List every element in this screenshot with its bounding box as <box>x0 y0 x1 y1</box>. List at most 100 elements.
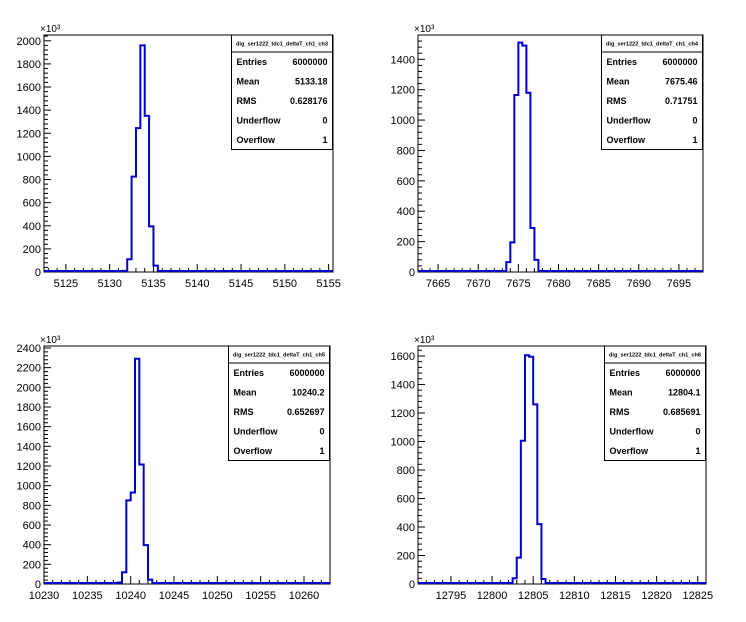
stats-box <box>231 34 333 150</box>
y-tick-label: 1000 <box>391 115 415 127</box>
y-tick-label: 600 <box>397 176 415 188</box>
stats-value: 7675.46 <box>665 77 698 87</box>
stats-value: 0 <box>695 427 700 437</box>
y-tick-label: 2000 <box>17 36 41 48</box>
histogram-title: dig_ser1222_tdc1_deltaT_ch1_ch4 <box>606 42 699 48</box>
stats-label: Overflow <box>237 135 277 145</box>
y-tick-label: 200 <box>397 550 415 562</box>
stats-value: 6000000 <box>662 57 697 67</box>
y-tick-label: 600 <box>23 198 41 210</box>
stats-value: 5133.18 <box>295 77 328 87</box>
y-tick-label: 200 <box>397 237 415 249</box>
x-tick-label: 10235 <box>72 590 103 602</box>
stats-label: RMS <box>610 407 630 417</box>
stats-value: 6000000 <box>289 368 324 378</box>
stats-label: Entries <box>237 57 268 67</box>
x-tick-label: 12815 <box>600 590 631 602</box>
x-tick-label: 12820 <box>641 590 672 602</box>
stats-label: Mean <box>237 77 260 87</box>
stats-value: 0.71751 <box>665 96 698 106</box>
stats-value: 1 <box>322 135 327 145</box>
stats-value: 0 <box>692 116 697 126</box>
stats-label: Underflow <box>234 427 279 437</box>
histogram-panel: 0 200 400 600 800 1000 1200 1400 1600 1800 2000 512… <box>17 24 341 290</box>
y-tick-label: 2400 <box>17 343 41 355</box>
y-tick-label: 1200 <box>17 461 41 473</box>
y-tick-label: 1000 <box>17 481 41 493</box>
histogram-line <box>44 44 333 272</box>
stats-value: 0.652697 <box>287 407 325 417</box>
y-tick-label: 1200 <box>391 408 415 420</box>
stats-value: 10240.2 <box>292 388 325 398</box>
stats-value: 6000000 <box>665 368 700 378</box>
y-tick-label: 1600 <box>17 82 41 94</box>
y-tick-label: 1800 <box>17 402 41 414</box>
x-tick-label: 10240 <box>115 590 146 602</box>
stats-box <box>604 345 706 461</box>
stats-value: 0.628176 <box>290 96 328 106</box>
y-tick-label: 2200 <box>17 363 41 375</box>
y-tick-label: 1400 <box>17 105 41 117</box>
y-tick-label: 0 <box>409 267 415 279</box>
stats-label: Underflow <box>610 427 655 437</box>
stats-label: Mean <box>234 388 257 398</box>
y-tick-label: 1000 <box>17 151 41 163</box>
stats-value: 1 <box>692 135 697 145</box>
x-tick-label: 7670 <box>466 278 490 290</box>
x-tick-label: 7695 <box>667 278 691 290</box>
x-tick-label: 7680 <box>546 278 570 290</box>
x-tick-label: 5140 <box>185 278 209 290</box>
stats-label: RMS <box>237 96 257 106</box>
stats-value: 6000000 <box>292 57 327 67</box>
x-tick-label: 12825 <box>682 590 713 602</box>
stats-label: Overflow <box>607 135 647 145</box>
x-tick-label: 5150 <box>273 278 297 290</box>
stats-label: Overflow <box>234 446 274 456</box>
y-tick-label: 800 <box>23 175 41 187</box>
stats-box <box>601 34 703 150</box>
histogram-line <box>418 354 706 584</box>
histogram-panel: 0 200 400 600 800 1000 1200 1400 7665 7670 7675 768… <box>391 24 704 290</box>
y-exponent-label: ×10³ <box>414 335 435 346</box>
y-exponent-label: ×10³ <box>40 24 61 35</box>
stats-label: Entries <box>610 368 641 378</box>
x-tick-label: 10255 <box>245 590 276 602</box>
stats-value: 1 <box>695 446 700 456</box>
y-tick-label: 1200 <box>391 85 415 97</box>
y-tick-label: 400 <box>23 221 41 233</box>
x-tick-label: 5145 <box>229 278 253 290</box>
y-exponent-label: ×10³ <box>40 335 61 346</box>
histogram-title: dig_ser1222_tdc1_deltaT_ch1_ch5 <box>233 353 325 359</box>
x-tick-label: 10260 <box>289 590 320 602</box>
y-tick-label: 1200 <box>17 128 41 140</box>
stats-label: Overflow <box>610 446 650 456</box>
histogram-title: dig_ser1222_tdc1_deltaT_ch1_ch3 <box>236 42 328 48</box>
x-tick-label: 12800 <box>477 590 508 602</box>
x-tick-label: 7690 <box>627 278 651 290</box>
stats-value: 12804.1 <box>668 388 701 398</box>
y-tick-label: 1000 <box>391 436 415 448</box>
y-tick-label: 200 <box>23 559 41 571</box>
stats-label: Mean <box>607 77 630 87</box>
x-tick-label: 12805 <box>518 590 549 602</box>
x-tick-label: 10250 <box>202 590 233 602</box>
stats-label: Underflow <box>237 116 282 126</box>
histogram-line <box>44 357 330 584</box>
histogram-title: dig_ser1222_tdc1_deltaT_ch1_ch6 <box>609 353 701 359</box>
stats-value: 0 <box>319 427 324 437</box>
y-tick-label: 1400 <box>391 379 415 391</box>
x-tick-label: 5130 <box>97 278 121 290</box>
y-tick-label: 600 <box>397 493 415 505</box>
y-tick-label: 2000 <box>17 382 41 394</box>
stats-label: RMS <box>607 96 627 106</box>
histogram-panel: 0 200 400 600 800 1000 1200 1400 1600 1800 2000 220… <box>17 335 331 602</box>
x-tick-label: 7685 <box>586 278 610 290</box>
stats-label: Underflow <box>607 116 652 126</box>
stats-label: Entries <box>234 368 265 378</box>
y-tick-label: 600 <box>23 520 41 532</box>
x-tick-label: 10245 <box>159 590 190 602</box>
y-tick-label: 0 <box>409 579 415 591</box>
x-tick-label: 5155 <box>316 278 340 290</box>
x-tick-label: 5125 <box>54 278 78 290</box>
